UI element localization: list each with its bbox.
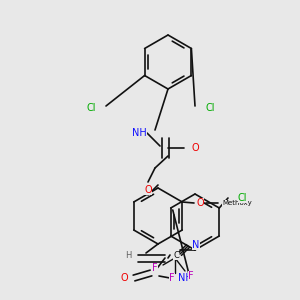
Text: F: F [152,263,158,273]
Text: F: F [169,273,175,283]
Text: NH: NH [132,128,147,138]
Text: Cl: Cl [86,103,96,113]
Text: H: H [126,251,132,260]
Text: C: C [173,250,179,260]
Text: O: O [120,273,128,283]
Text: F: F [188,271,194,281]
Text: N: N [192,240,200,250]
Text: NH: NH [178,273,193,283]
Text: Cl: Cl [238,193,247,203]
Text: Cl: Cl [205,103,214,113]
Text: O: O [196,198,204,208]
Text: O: O [144,185,152,195]
Text: Methoxy: Methoxy [222,200,252,206]
Text: O: O [192,143,200,153]
